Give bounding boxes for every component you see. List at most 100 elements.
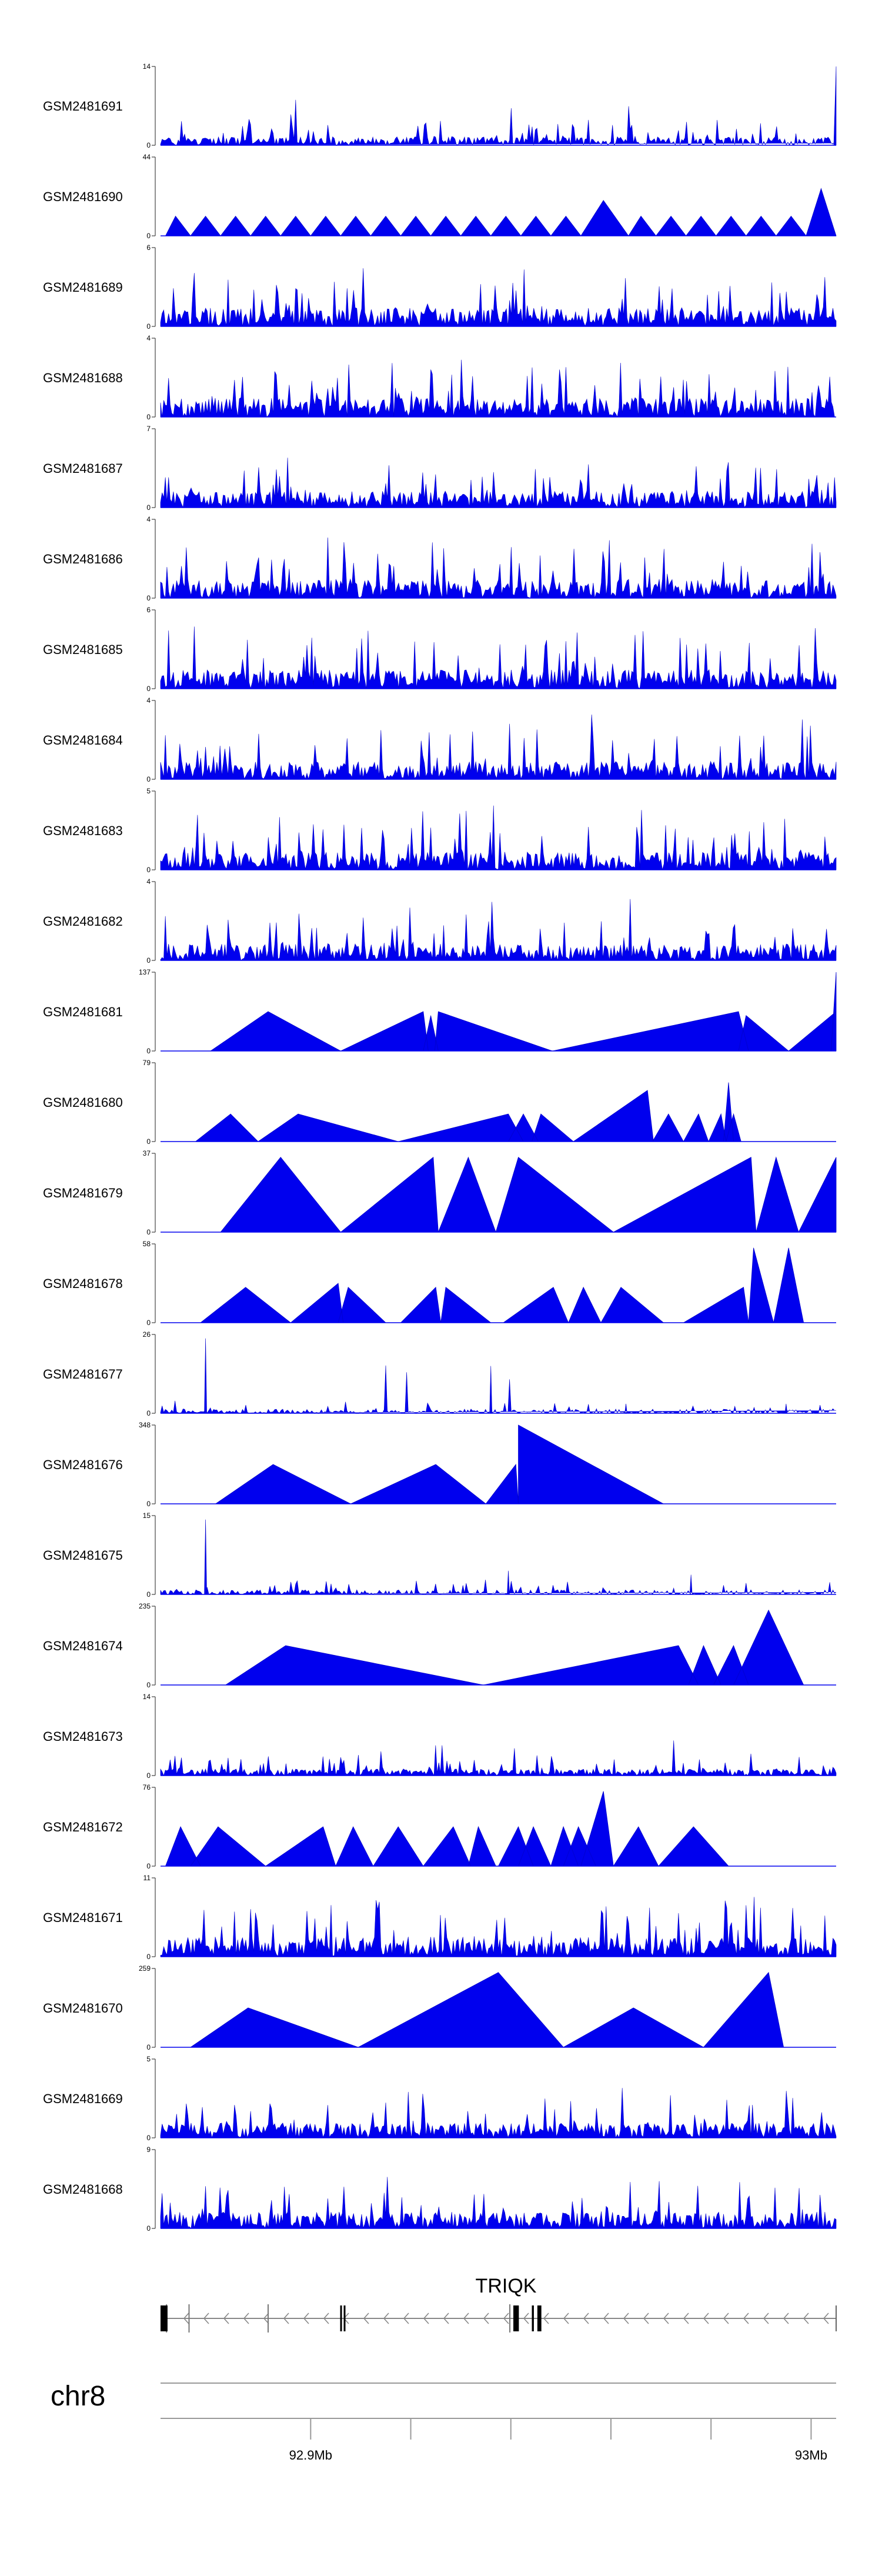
y-max-label: 4 xyxy=(146,334,151,342)
y-min-label: 0 xyxy=(146,1953,151,1961)
signal-area xyxy=(160,66,837,146)
signal-area xyxy=(215,1424,664,1504)
y-max-label: 9 xyxy=(146,2145,151,2154)
track-GSM2481685: GSM2481685 6 0 xyxy=(43,606,837,693)
y-min-label: 0 xyxy=(146,413,151,421)
track-GSM2481689: GSM2481689 6 0 xyxy=(43,243,837,331)
y-min-label: 0 xyxy=(146,1319,151,1327)
y-max-label: 6 xyxy=(146,243,151,252)
strand-arrow xyxy=(243,2313,249,2324)
signal-area xyxy=(160,268,837,327)
track-GSM2481675: GSM2481675 15 0 xyxy=(43,1511,837,1599)
signal-area xyxy=(160,359,837,418)
signal-area xyxy=(160,899,837,961)
strand-arrow xyxy=(803,2313,809,2324)
exon xyxy=(537,2305,542,2331)
signal-area xyxy=(160,458,837,508)
strand-arrow xyxy=(383,2313,389,2324)
track-GSM2481668: GSM2481668 9 0 xyxy=(43,2145,837,2233)
track-label: GSM2481689 xyxy=(43,280,123,295)
y-max-label: 348 xyxy=(139,1421,151,1429)
y-max-label: 235 xyxy=(139,1602,151,1610)
y-min-label: 0 xyxy=(146,322,151,331)
strand-arrow xyxy=(743,2313,749,2324)
track-label: GSM2481675 xyxy=(43,1548,123,1563)
y-max-label: 15 xyxy=(143,1511,151,1520)
y-min-label: 0 xyxy=(146,594,151,602)
track-label: GSM2481668 xyxy=(43,2182,123,2197)
y-max-label: 5 xyxy=(146,787,151,795)
y-min-label: 0 xyxy=(146,1862,151,1870)
strand-arrow xyxy=(283,2313,289,2324)
y-min-label: 0 xyxy=(146,503,151,512)
track-GSM2481682: GSM2481682 4 0 xyxy=(43,877,837,965)
signal-area xyxy=(160,1338,837,1414)
track-GSM2481688: GSM2481688 4 0 xyxy=(43,334,837,421)
y-max-label: 79 xyxy=(143,1059,151,1067)
gene-label: TRIQK xyxy=(476,2275,537,2297)
signal-area xyxy=(160,805,837,871)
track-label: GSM2481680 xyxy=(43,1095,123,1110)
track-GSM2481677: GSM2481677 26 0 xyxy=(43,1330,837,1417)
y-min-label: 0 xyxy=(146,1771,151,1780)
y-max-label: 259 xyxy=(139,1964,151,1973)
strand-arrow xyxy=(503,2313,509,2324)
track-label: GSM2481677 xyxy=(43,1367,123,1382)
track-GSM2481673: GSM2481673 14 0 xyxy=(43,1693,837,1780)
track-label: GSM2481678 xyxy=(43,1276,123,1291)
signal-area xyxy=(160,1897,837,1957)
track-label: GSM2481684 xyxy=(43,733,123,748)
track-GSM2481678: GSM2481678 58 0 xyxy=(43,1240,836,1327)
y-max-label: 11 xyxy=(143,1874,151,1882)
strand-arrow xyxy=(203,2313,209,2324)
exon xyxy=(532,2305,534,2331)
strand-arrow xyxy=(403,2313,409,2324)
signal-area xyxy=(160,2088,837,2138)
strand-arrow xyxy=(783,2313,789,2324)
track-label: GSM2481676 xyxy=(43,1457,123,1472)
signal-area xyxy=(225,1609,804,1686)
y-min-label: 0 xyxy=(146,866,151,874)
strand-arrow xyxy=(683,2313,689,2324)
track-GSM2481686: GSM2481686 4 0 xyxy=(43,515,837,602)
track-GSM2481681: GSM2481681 137 0 xyxy=(43,968,837,1055)
track-label: GSM2481688 xyxy=(43,371,123,385)
y-min-label: 0 xyxy=(146,685,151,693)
y-min-label: 0 xyxy=(146,1228,151,1236)
track-label: GSM2481683 xyxy=(43,823,123,838)
strand-arrow xyxy=(583,2313,589,2324)
track-GSM2481684: GSM2481684 4 0 xyxy=(43,696,837,783)
strand-arrow xyxy=(263,2313,269,2324)
track-label: GSM2481682 xyxy=(43,914,123,929)
y-max-label: 7 xyxy=(146,425,151,433)
track-GSM2481690: GSM2481690 44 0 xyxy=(43,153,837,240)
strand-arrow xyxy=(183,2313,189,2324)
y-max-label: 26 xyxy=(143,1330,151,1339)
signal-area xyxy=(160,626,837,689)
chromosome-axis: chr8 92.9Mb 93Mb xyxy=(51,2381,836,2462)
track-GSM2481669: GSM2481669 5 0 xyxy=(43,2055,837,2142)
track-label: GSM2481679 xyxy=(43,1186,123,1200)
exon xyxy=(340,2305,342,2331)
y-min-label: 0 xyxy=(146,1137,151,1146)
y-max-label: 6 xyxy=(146,606,151,614)
strand-arrow xyxy=(423,2313,429,2324)
track-label: GSM2481691 xyxy=(43,99,123,114)
signal-area xyxy=(160,714,837,780)
track-GSM2481683: GSM2481683 5 0 xyxy=(43,787,837,874)
track-label: GSM2481669 xyxy=(43,2091,123,2106)
y-min-label: 0 xyxy=(146,1409,151,1417)
y-min-label: 0 xyxy=(146,1500,151,1508)
strand-arrow xyxy=(463,2313,469,2324)
strand-arrow xyxy=(703,2313,709,2324)
signal-area xyxy=(165,188,837,236)
strand-arrow xyxy=(483,2313,489,2324)
y-max-label: 4 xyxy=(146,877,151,886)
gene-model xyxy=(161,2304,837,2333)
track-label: GSM2481685 xyxy=(43,642,123,657)
track-GSM2481687: GSM2481687 7 0 xyxy=(43,425,837,512)
track-label: GSM2481686 xyxy=(43,552,123,566)
y-min-label: 0 xyxy=(146,2134,151,2142)
signal-area xyxy=(160,1519,837,1595)
strand-arrow xyxy=(223,2313,229,2324)
